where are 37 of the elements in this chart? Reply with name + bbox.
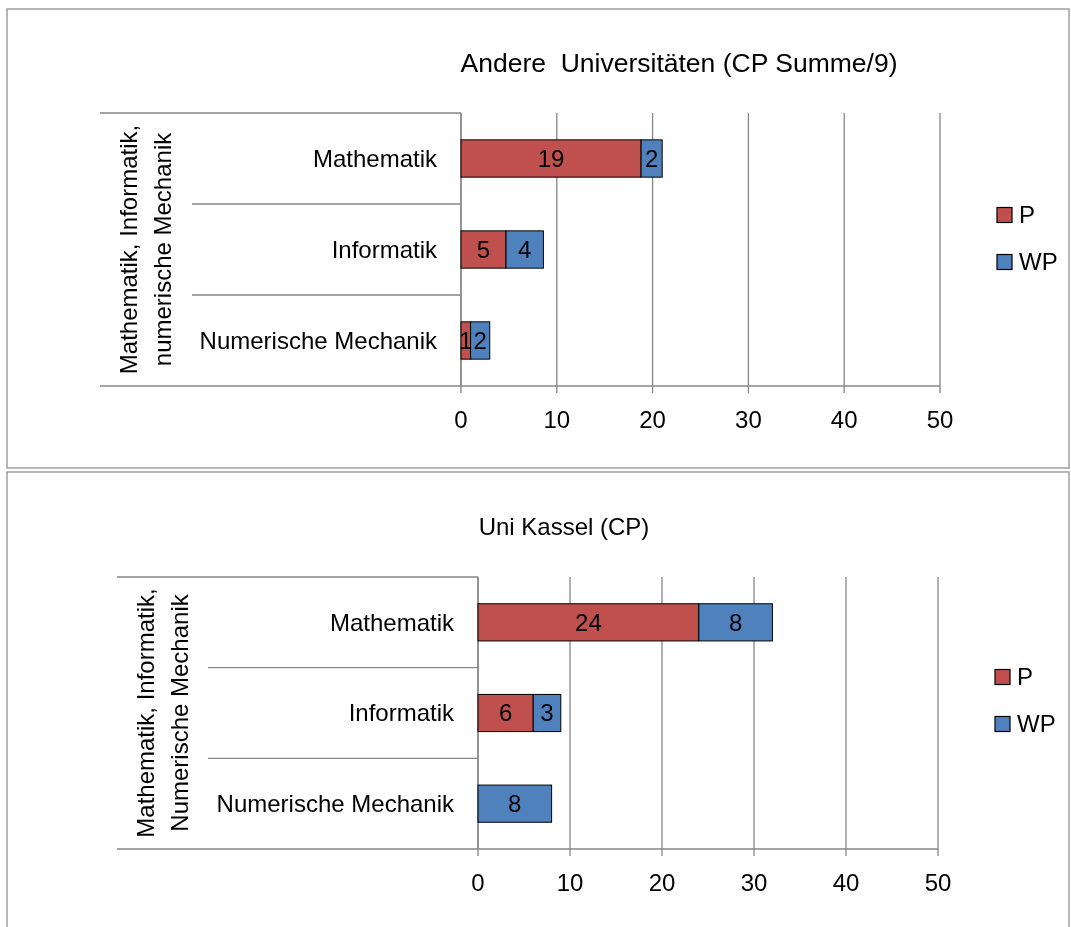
bar — [477, 784, 553, 823]
y-tick-label: Informatik — [331, 235, 438, 263]
x-tick-label: 20 — [639, 406, 666, 433]
y-axis-title: Mathematik, Informatik, numerische Mechanik — [115, 124, 177, 375]
y-tick-label: Mathematik — [329, 608, 455, 636]
x-tick-label: 0 — [454, 406, 468, 433]
data-label: 4 — [518, 235, 532, 263]
legend-label: WP — [1017, 710, 1056, 738]
x-tick-label: 30 — [740, 869, 768, 896]
legend-label: WP — [1019, 248, 1058, 276]
x-tick-label: 50 — [926, 406, 954, 433]
data-label: 5 — [476, 235, 491, 263]
chart-title: Uni Kassel (CP) — [478, 513, 650, 540]
data-label: 6 — [498, 699, 513, 727]
data-label: 2 — [644, 144, 659, 172]
x-tick-label: 50 — [924, 869, 952, 896]
x-tick-label: 10 — [556, 869, 584, 896]
x-tick-label: 40 — [832, 869, 860, 896]
y-tick-label: Numerische Mechanik — [216, 790, 455, 818]
y-tick-label: Mathematik — [312, 144, 438, 172]
x-tick-label: 30 — [735, 406, 762, 433]
data-label: 19 — [537, 144, 565, 172]
data-label: 8 — [508, 790, 522, 818]
x-tick-label: 0 — [471, 869, 485, 896]
chart-title: Andere Universitäten (CP Summe/9) — [460, 48, 898, 78]
data-label: 2 — [473, 326, 487, 354]
data-label: 8 — [728, 608, 743, 636]
x-tick-label: 10 — [543, 406, 571, 433]
y-tick-label: Numerische Mechanik — [199, 326, 438, 354]
legend-label: P — [1019, 201, 1036, 229]
y-tick-label: Informatik — [348, 699, 455, 727]
x-tick-label: 20 — [648, 869, 676, 896]
y-axis-title: Mathematik, Informatik, Numerische Mechanik — [131, 588, 193, 838]
data-label: 24 — [575, 608, 602, 636]
legend-label: P — [1017, 663, 1034, 691]
x-tick-label: 40 — [830, 406, 858, 433]
data-label: 3 — [540, 699, 554, 727]
